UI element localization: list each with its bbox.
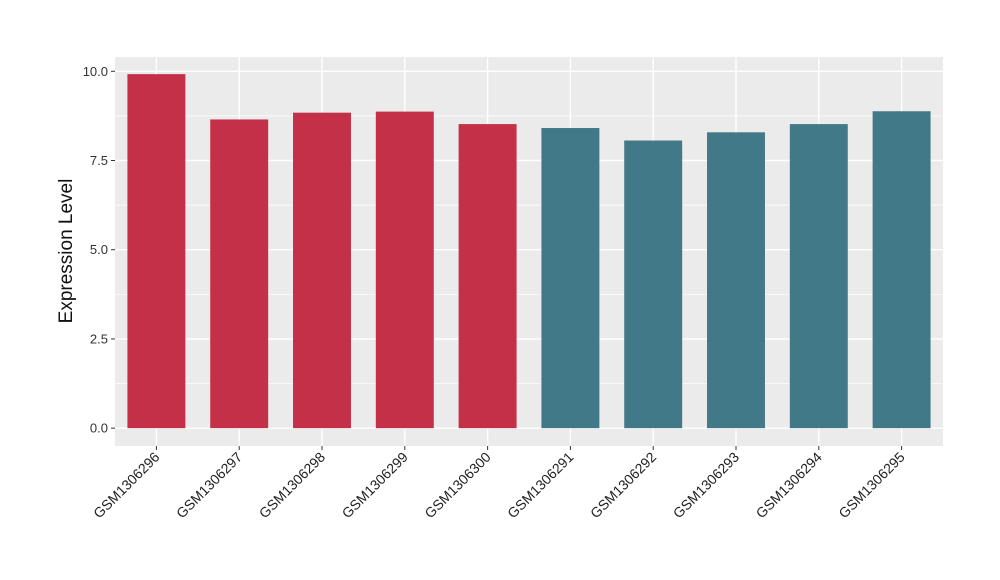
y-tick-label: 7.5: [90, 153, 108, 168]
x-tick-label: GSM1306296: [90, 449, 163, 522]
y-axis-title: Expression Level: [56, 179, 77, 324]
x-tick-label: GSM1306300: [421, 449, 494, 522]
y-tick-label: 0.0: [90, 421, 108, 436]
bar-GSM1306297: [210, 119, 269, 429]
x-tick-label: GSM1306292: [587, 449, 660, 522]
y-tick-label: 2.5: [90, 331, 108, 346]
bar-GSM1306300: [458, 124, 517, 429]
y-tick-label: 10.0: [83, 64, 108, 79]
x-tick-label: GSM1306294: [753, 449, 826, 522]
bar-GSM1306294: [789, 124, 848, 429]
bar-GSM1306295: [872, 111, 931, 429]
x-tick-label: GSM1306299: [339, 449, 412, 522]
x-axis: GSM1306296 GSM1306297 GSM1306298 GSM1306299…: [90, 446, 908, 521]
x-tick-label: GSM1306293: [670, 449, 743, 522]
y-tick-label: 5.0: [90, 242, 108, 257]
y-axis: 0.0 2.5 5.0 7.5 10.0: [83, 64, 115, 436]
bars-group: [127, 74, 931, 429]
x-tick-label: GSM1306297: [173, 449, 246, 522]
x-tick-label: GSM1306295: [835, 449, 908, 522]
bar-GSM1306291: [541, 128, 600, 429]
x-tick-label: GSM1306291: [504, 449, 577, 522]
x-tick-label: GSM1306298: [256, 449, 329, 522]
bar-GSM1306299: [375, 111, 434, 429]
bar-GSM1306296: [127, 74, 186, 429]
bar-GSM1306298: [293, 112, 351, 429]
bar-GSM1306292: [624, 140, 683, 429]
bar-GSM1306293: [707, 132, 765, 429]
